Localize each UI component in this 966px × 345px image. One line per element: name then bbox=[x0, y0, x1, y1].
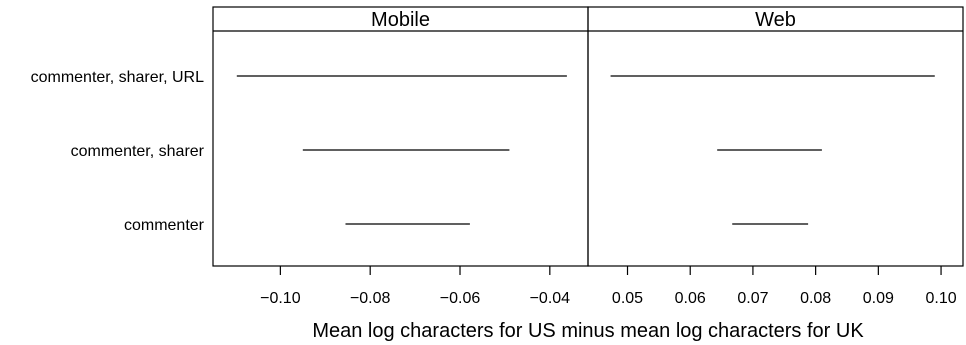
x-tick-label: 0.06 bbox=[675, 290, 706, 307]
x-tick-label: 0.09 bbox=[863, 290, 894, 307]
panel-title: Web bbox=[755, 9, 796, 31]
panels-group: Mobile −0.10 −0.08 −0.06 −0.04 Web 0.05 0.06 0.0… bbox=[212, 6, 964, 307]
panel-title: Mobile bbox=[371, 9, 430, 31]
panel-web: Web 0.05 0.06 0.07 0.08 0.09 0.10 bbox=[587, 6, 964, 307]
category-label: commenter bbox=[124, 217, 205, 234]
panel-mobile: Mobile −0.10 −0.08 −0.06 −0.04 bbox=[212, 6, 589, 307]
x-tick-label: −0.10 bbox=[260, 290, 301, 307]
x-tick-label: −0.08 bbox=[350, 290, 391, 307]
x-tick-label: 0.10 bbox=[925, 290, 956, 307]
panel-frame bbox=[587, 6, 964, 267]
panel-frame bbox=[212, 6, 589, 267]
x-tick-label: 0.07 bbox=[737, 290, 768, 307]
category-label: commenter, sharer, URL bbox=[31, 69, 205, 86]
x-tick-label: −0.06 bbox=[440, 290, 481, 307]
category-label: commenter, sharer bbox=[71, 143, 205, 160]
x-tick-label: 0.05 bbox=[612, 290, 643, 307]
category-labels: commenter, sharer, URL commenter, sharer c… bbox=[31, 69, 205, 234]
x-axis-label: Mean log characters for US minus mean lo… bbox=[312, 320, 864, 342]
x-tick-label: 0.08 bbox=[800, 290, 831, 307]
x-tick-label: −0.04 bbox=[530, 290, 571, 307]
